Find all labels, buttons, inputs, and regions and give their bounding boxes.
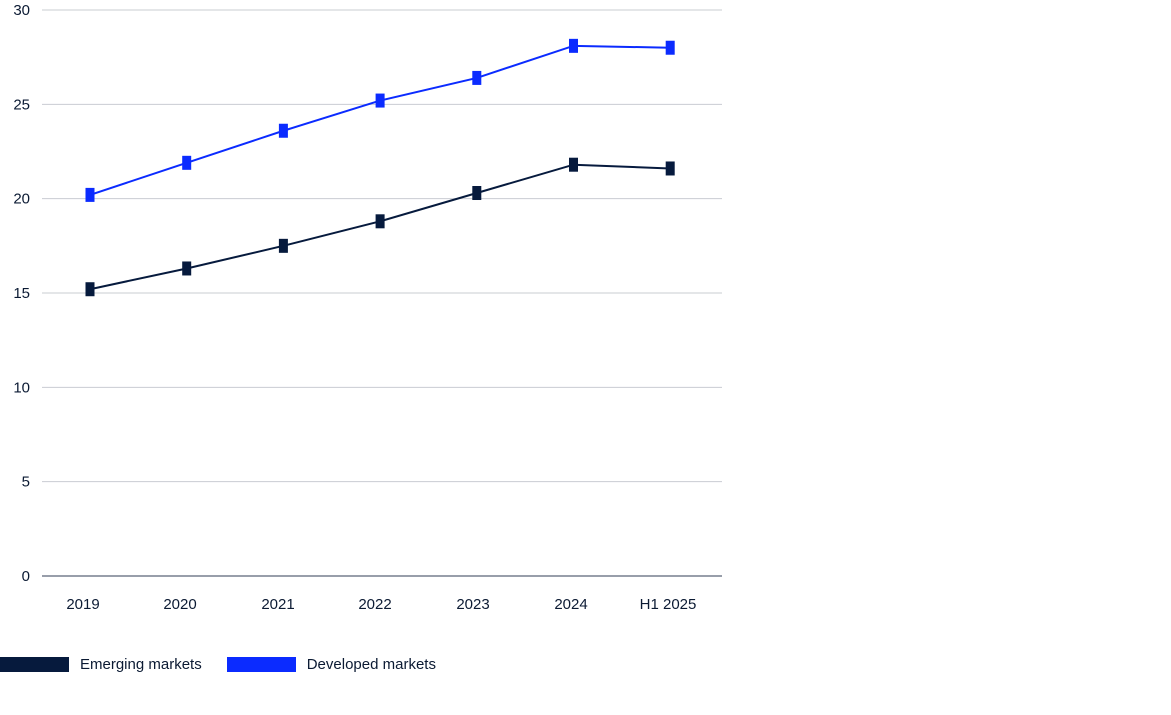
y-axis-ticks: 0 5 10 15 20 25 30: [13, 2, 30, 585]
y-tick-label: 20: [13, 191, 30, 208]
legend: Emerging markets Developed markets: [0, 656, 461, 673]
y-tick-label: 30: [13, 2, 30, 19]
legend-item-developed[interactable]: Developed markets: [226, 656, 436, 673]
legend-label-emerging: Emerging markets: [80, 656, 202, 673]
data-point-marker[interactable]: [85, 187, 95, 202]
y-tick-label: 0: [22, 568, 30, 585]
x-tick-label: H1 2025: [640, 596, 697, 613]
series-developed-markets: [85, 38, 675, 202]
data-point-marker[interactable]: [375, 93, 385, 108]
data-point-marker[interactable]: [182, 261, 192, 276]
x-tick-label: 2019: [66, 596, 99, 613]
data-point-marker[interactable]: [182, 155, 192, 170]
x-tick-label: 2021: [261, 596, 294, 613]
data-point-marker[interactable]: [375, 214, 385, 229]
y-tick-label: 25: [13, 96, 30, 113]
series-emerging-markets: [85, 157, 675, 297]
data-point-marker[interactable]: [665, 40, 675, 55]
data-point-marker[interactable]: [569, 38, 578, 53]
x-tick-label: 2022: [358, 596, 391, 613]
legend-item-emerging[interactable]: Emerging markets: [0, 656, 202, 673]
series-line: [89, 44, 671, 196]
y-tick-label: 15: [13, 285, 30, 302]
x-tick-label: 2023: [456, 596, 489, 613]
y-tick-label: 10: [13, 379, 30, 396]
legend-swatch-developed: [226, 657, 296, 672]
series-lines: [85, 38, 675, 297]
data-point-marker[interactable]: [472, 186, 482, 201]
data-point-marker[interactable]: [278, 238, 288, 253]
data-point-marker[interactable]: [278, 123, 288, 138]
legend-label-developed: Developed markets: [306, 656, 436, 673]
x-tick-label: 2024: [554, 596, 587, 613]
legend-swatch-emerging: [0, 657, 69, 672]
data-point-marker[interactable]: [665, 161, 675, 176]
data-point-marker[interactable]: [569, 157, 578, 172]
data-point-marker[interactable]: [85, 282, 95, 297]
line-chart: 0 5 10 15 20 25 30 2019 2020 2021 2022 2023 2024 H1 …: [13, 2, 722, 613]
y-tick-label: 5: [22, 474, 30, 491]
data-point-marker[interactable]: [472, 70, 482, 85]
x-tick-label: 2020: [163, 596, 196, 613]
x-axis-ticks: 2019 2020 2021 2022 2023 2024 H1 2025: [66, 596, 696, 613]
